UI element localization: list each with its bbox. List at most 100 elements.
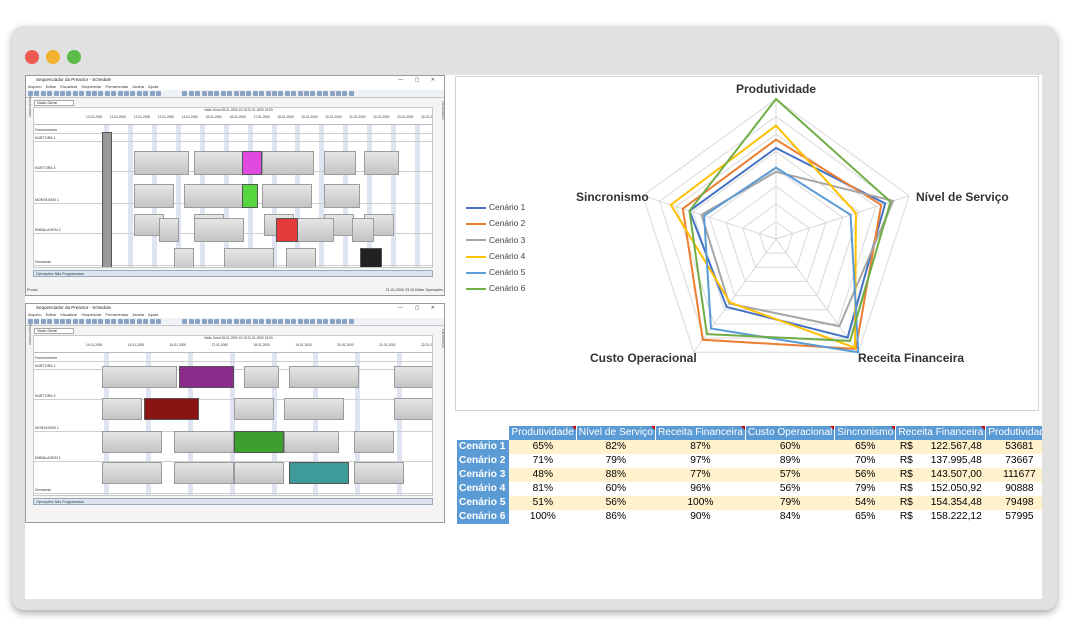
gantt-operation-block[interactable] [242,151,262,175]
toolbar-button-icon[interactable] [316,319,322,324]
unscheduled-ops-panel[interactable]: Operações Não Programadas [33,498,433,505]
toolbar-button-icon[interactable] [143,319,149,324]
toolbar-button-icon[interactable] [208,319,213,324]
toolbar-button-icon[interactable] [124,91,129,96]
toolbar-button-icon[interactable] [272,91,277,96]
tab-overview[interactable]: Visão Geral [34,100,74,106]
toolbar-button-icon[interactable] [297,91,303,96]
toolbar-button-icon[interactable] [291,319,297,324]
toolbar-button-icon[interactable] [156,91,161,96]
toolbar-button-icon[interactable] [34,319,40,324]
toolbar-button-icon[interactable] [227,91,233,96]
toolbar-button-icon[interactable] [259,91,265,96]
menu-item[interactable]: Visualizar [60,312,78,317]
toolbar-button-icon[interactable] [40,91,46,96]
gantt-operation-block[interactable] [284,398,344,420]
gantt-operation-block[interactable] [324,184,360,208]
gantt-operation-block[interactable] [360,248,382,267]
toolbar-button-icon[interactable] [28,91,33,96]
toolbar-button-icon[interactable] [304,91,309,96]
toolbar-button-icon[interactable] [329,319,335,324]
toolbar-button-icon[interactable] [252,319,258,324]
toolbar-button-icon[interactable] [92,91,97,96]
toolbar-button-icon[interactable] [278,91,284,96]
toolbar-button-icon[interactable] [233,319,239,324]
gantt-operation-block[interactable] [174,462,234,484]
menu-item[interactable]: Visualizar [60,84,78,89]
toolbar-button-icon[interactable] [130,319,136,324]
menu-item[interactable]: Janela [132,312,145,317]
gantt-operation-block[interactable] [102,398,142,420]
window-buttons-icon[interactable]: — ▢ ✕ [398,305,440,311]
toolbar-button-icon[interactable] [304,319,309,324]
toolbar-button-icon[interactable] [136,91,142,96]
menu-item[interactable]: Ferramentas [105,312,129,317]
gantt-operation-block[interactable] [144,398,199,420]
gantt-operation-block[interactable] [324,151,356,175]
toolbar-button-icon[interactable] [98,91,104,96]
toolbar-button-icon[interactable] [28,319,33,324]
toolbar-button-icon[interactable] [342,91,348,96]
toolbar-button-icon[interactable] [79,91,85,96]
toolbar-button-icon[interactable] [195,319,201,324]
toolbar-button-icon[interactable] [342,319,348,324]
menu-item[interactable]: Ajuda [148,312,159,317]
gantt-operation-block[interactable] [234,431,284,453]
toolbar-button-icon[interactable] [246,319,252,324]
close-dot-icon[interactable] [25,50,39,64]
toolbar-button-icon[interactable] [66,319,72,324]
tab-overview[interactable]: Visão Geral [34,328,74,334]
toolbar-button-icon[interactable] [156,319,161,324]
toolbar-button-icon[interactable] [265,91,271,96]
toolbar-button-icon[interactable] [60,91,65,96]
gantt-operation-block[interactable] [289,462,349,484]
toolbar-button-icon[interactable] [329,91,335,96]
toolbar-button-icon[interactable] [348,91,354,96]
gantt-operation-block[interactable] [284,431,339,453]
gantt-operation-block[interactable] [394,398,432,420]
gantt-operation-block[interactable] [174,248,194,267]
toolbar-button-icon[interactable] [227,319,233,324]
toolbar-button-icon[interactable] [310,319,316,324]
gantt-operation-block[interactable] [224,248,274,267]
gantt-operation-block[interactable] [102,132,112,267]
toolbar-button-icon[interactable] [233,91,239,96]
toolbar-button-icon[interactable] [149,91,155,96]
gantt-operation-block[interactable] [234,462,284,484]
gantt-operation-block[interactable] [134,151,189,175]
toolbar-button-icon[interactable] [40,319,46,324]
toolbar-button-icon[interactable] [316,91,322,96]
toolbar-button-icon[interactable] [98,319,104,324]
menu-item[interactable]: Arquivo [28,84,42,89]
gantt-operation-block[interactable] [194,218,244,242]
maximize-dot-icon[interactable] [67,50,81,64]
toolbar-button-icon[interactable] [111,91,117,96]
toolbar-button-icon[interactable] [252,91,258,96]
gantt-operation-block[interactable] [102,462,162,484]
gantt-operation-block[interactable] [242,184,258,208]
toolbar-button-icon[interactable] [220,91,226,96]
toolbar-button-icon[interactable] [195,91,201,96]
toolbar-button-icon[interactable] [348,319,354,324]
toolbar-button-icon[interactable] [240,91,245,96]
toolbar-button-icon[interactable] [104,91,110,96]
gantt-operation-block[interactable] [159,218,179,242]
toolbar-button-icon[interactable] [111,319,117,324]
gantt-chart-top[interactable]: Visão Geral 28-01-2000 15:15 22-01-2000 … [33,107,433,268]
toolbar-button-icon[interactable] [117,91,123,96]
toolbar-button-icon[interactable] [92,319,97,324]
toolbar-button-icon[interactable] [53,91,59,96]
toolbar-button-icon[interactable] [149,319,155,324]
toolbar-button-icon[interactable] [220,319,226,324]
menu-item[interactable]: Ajuda [148,84,159,89]
toolbar-button-icon[interactable] [310,91,316,96]
toolbar-button-icon[interactable] [47,91,53,96]
gantt-operation-block[interactable] [102,431,162,453]
toolbar-button-icon[interactable] [323,319,329,324]
gantt-operation-block[interactable] [134,184,174,208]
toolbar-button-icon[interactable] [182,91,188,96]
toolbar-button-icon[interactable] [214,319,220,324]
menu-item[interactable]: Ferramentas [105,84,129,89]
unscheduled-ops-panel[interactable]: Operações Não Programadas [33,270,433,277]
toolbar-button-icon[interactable] [272,319,277,324]
